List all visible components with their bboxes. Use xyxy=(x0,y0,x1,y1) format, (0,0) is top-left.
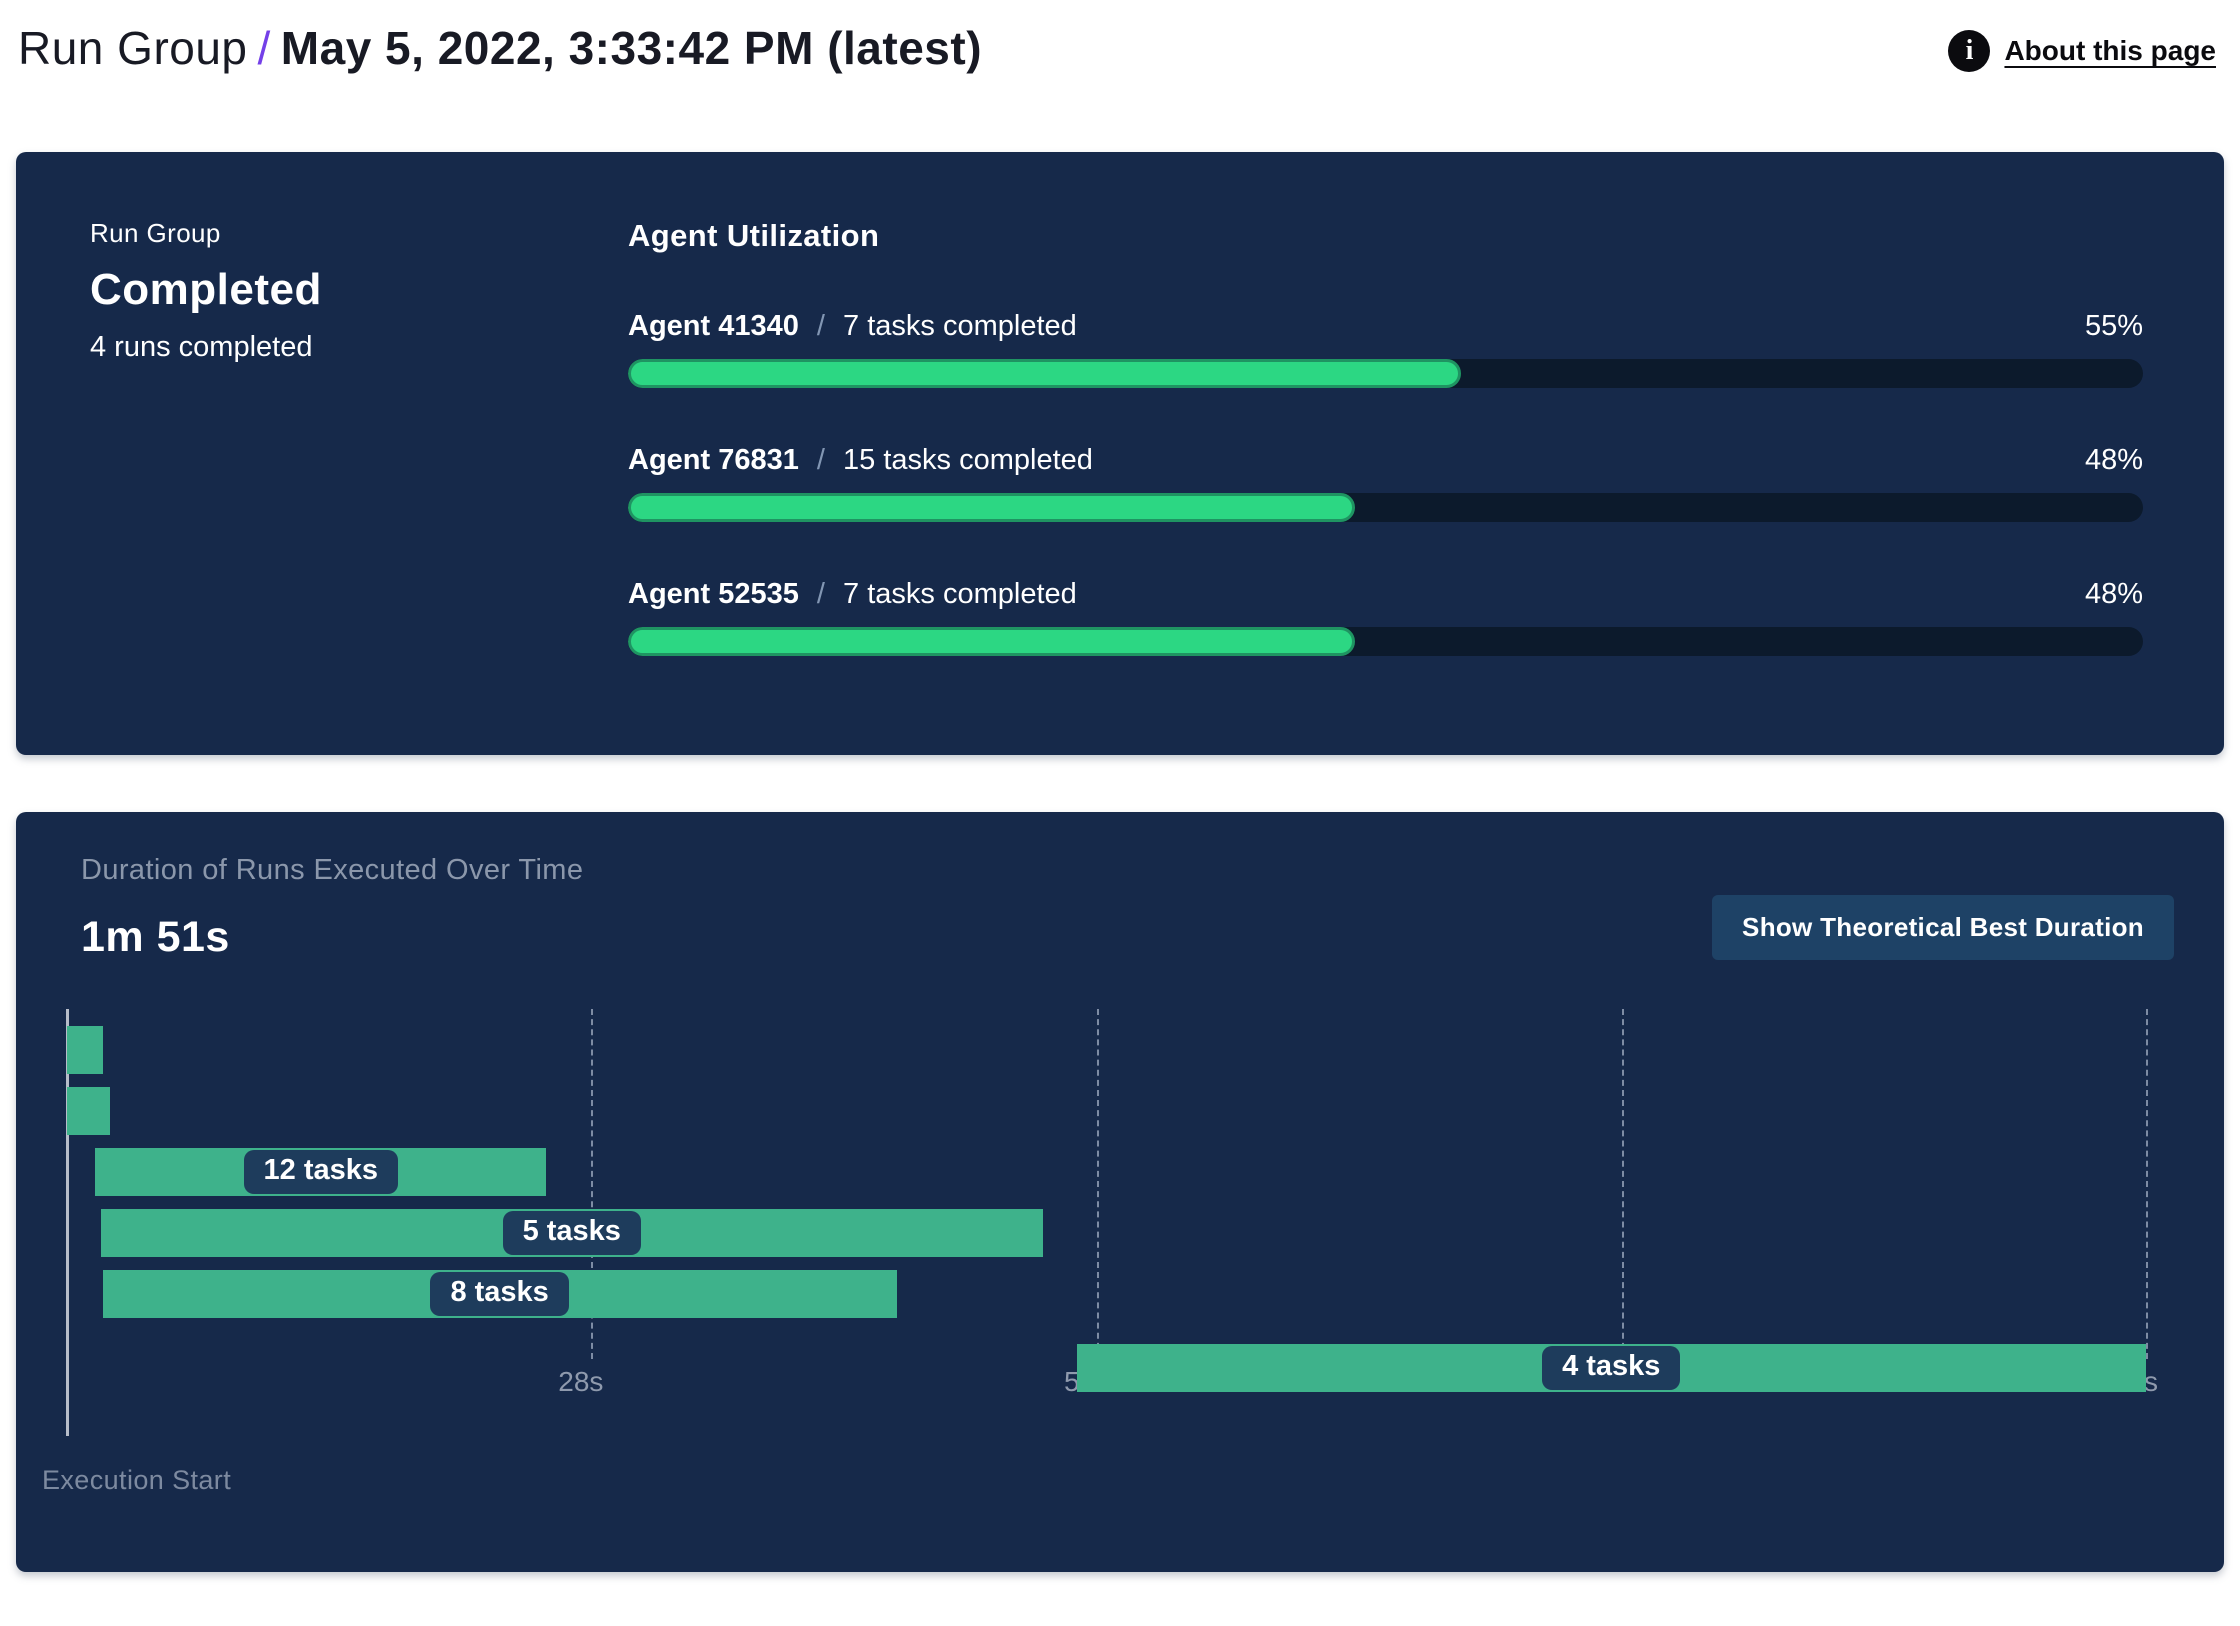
breadcrumb-slash: / xyxy=(257,22,271,74)
duration-panel: Duration of Runs Executed Over Time 1m 5… xyxy=(16,812,2224,1572)
agent-utilization-bar-track xyxy=(628,359,2143,388)
agent-utilization-bar-track xyxy=(628,493,2143,522)
task-count-pill: 12 tasks xyxy=(243,1150,399,1194)
gantt-run-bar[interactable] xyxy=(67,1026,103,1074)
agent-tasks-completed: 15 tasks completed xyxy=(843,444,1093,476)
gantt-run-bar[interactable]: 8 tasks xyxy=(102,1270,897,1318)
agent-description: Agent 52535 / 7 tasks completed xyxy=(628,578,1077,611)
task-count-pill: 4 tasks xyxy=(1542,1346,1681,1390)
page-header: Run Group / May 5, 2022, 3:33:42 PM (lates… xyxy=(0,0,2240,110)
runs-completed-count: 4 runs completed xyxy=(90,331,313,363)
agent-separator: / xyxy=(808,444,834,476)
task-count-pill: 5 tasks xyxy=(502,1211,641,1255)
agent-utilization-heading: Agent Utilization xyxy=(628,218,880,253)
agent-utilization-percent: 55% xyxy=(2084,310,2143,342)
agent-label-line: Agent 76831 / 15 tasks completed 48% xyxy=(628,444,2143,477)
agent-separator: / xyxy=(808,310,834,342)
gantt-run-bar[interactable] xyxy=(67,1087,111,1135)
breadcrumb-run-group[interactable]: Run Group xyxy=(18,22,248,74)
gantt-gridline-1m-51s xyxy=(2146,1009,2148,1359)
duration-titles: Duration of Runs Executed Over Time 1m 5… xyxy=(81,854,583,962)
gantt-run-bar[interactable]: 5 tasks xyxy=(100,1209,1043,1257)
task-count-pill: 8 tasks xyxy=(430,1272,569,1316)
gantt-gridline-55s xyxy=(1097,1009,1100,1359)
duration-panel-header: Duration of Runs Executed Over Time 1m 5… xyxy=(16,854,2224,962)
about-link-label: About this page xyxy=(2004,35,2216,66)
agent-utilization-section: Agent Utilization Agent 41340 / 7 tasks … xyxy=(628,218,2143,755)
execution-start-label: Execution Start xyxy=(42,1465,232,1495)
agent-utilization-bar-fill xyxy=(628,627,1356,656)
agent-description: Agent 41340 / 7 tasks completed xyxy=(628,310,1077,343)
gantt-gridline-28s xyxy=(591,1009,594,1359)
agent-tasks-completed: 7 tasks completed xyxy=(843,578,1077,610)
about-this-page-link[interactable]: i About this page xyxy=(1948,30,2216,72)
run-group-status-column: Run Group Completed 4 runs completed xyxy=(90,218,628,755)
agent-utilization-row: Agent 76831 / 15 tasks completed 48% xyxy=(628,444,2143,522)
agent-utilization-list: Agent 41340 / 7 tasks completed 55% Agen… xyxy=(628,310,2143,656)
agent-utilization-bar-fill xyxy=(628,359,1462,388)
run-group-label: Run Group xyxy=(90,218,221,248)
agent-utilization-bar-fill xyxy=(628,493,1356,522)
total-duration-value: 1m 51s xyxy=(81,913,230,961)
agent-name: Agent 52535 xyxy=(628,578,799,610)
agent-separator: / xyxy=(808,578,834,610)
agent-utilization-bar-track xyxy=(628,627,2143,656)
gantt-gridline-1m-23s xyxy=(1621,1009,1624,1359)
gantt-run-bar[interactable]: 12 tasks xyxy=(95,1148,547,1196)
agent-utilization-percent: 48% xyxy=(2084,444,2143,476)
run-group-summary-panel: Run Group Completed 4 runs completed Age… xyxy=(16,152,2224,755)
agent-name: Agent 41340 xyxy=(628,310,799,342)
info-icon: i xyxy=(1948,30,1991,72)
run-group-status: Completed xyxy=(90,265,322,314)
agent-utilization-percent: 48% xyxy=(2084,578,2143,610)
agent-label-line: Agent 41340 / 7 tasks completed 55% xyxy=(628,310,2143,343)
run-timestamp-title: May 5, 2022, 3:33:42 PM (latest) xyxy=(280,22,983,74)
execution-start-axis-line xyxy=(66,1009,69,1436)
agent-name: Agent 76831 xyxy=(628,444,799,476)
agent-description: Agent 76831 / 15 tasks completed xyxy=(628,444,1093,477)
duration-chart-title: Duration of Runs Executed Over Time xyxy=(81,854,584,886)
gantt-run-bar[interactable]: 4 tasks xyxy=(1076,1344,2146,1392)
gantt-tick-label: 28s xyxy=(558,1366,604,1397)
agent-utilization-row: Agent 52535 / 7 tasks completed 48% xyxy=(628,578,2143,656)
page-title: Run Group / May 5, 2022, 3:33:42 PM (lates… xyxy=(18,14,982,82)
show-theoretical-best-duration-button[interactable]: Show Theoretical Best Duration xyxy=(1712,895,2174,960)
agent-utilization-row: Agent 41340 / 7 tasks completed 55% xyxy=(628,310,2143,388)
agent-label-line: Agent 52535 / 7 tasks completed 48% xyxy=(628,578,2143,611)
agent-tasks-completed: 7 tasks completed xyxy=(843,310,1077,342)
